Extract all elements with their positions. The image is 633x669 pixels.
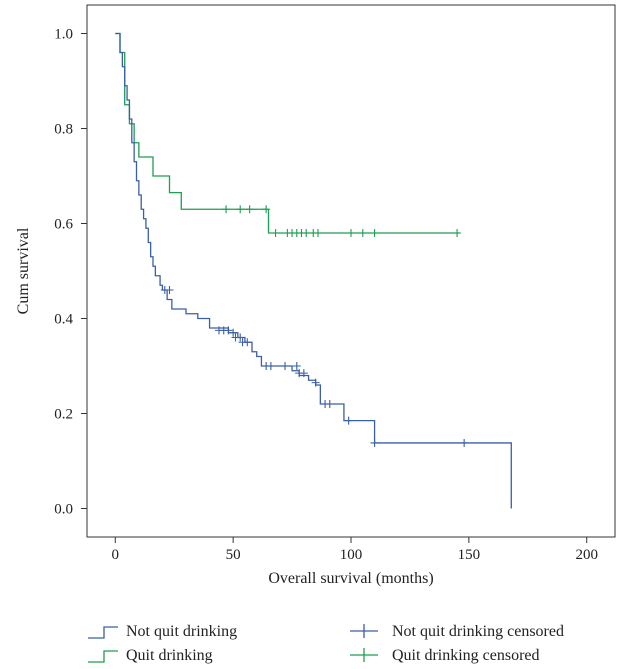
legend: Not quit drinking Not quit drinking cens… xyxy=(88,623,564,664)
survival-step-line-quit-drinking xyxy=(115,32,460,234)
legend-label-quit: Quit drinking xyxy=(126,647,213,664)
censor-mark xyxy=(292,362,301,370)
censor-mark xyxy=(370,229,379,237)
y-tick-label: 1.0 xyxy=(54,27,73,43)
censor-mark xyxy=(271,229,280,237)
censor-mark xyxy=(222,205,231,214)
censor-mark xyxy=(281,362,289,370)
censor-mark xyxy=(236,333,245,342)
y-tick-label: 0.4 xyxy=(54,312,73,328)
legend-plus-swatch-not-quit xyxy=(350,624,378,638)
censor-mark xyxy=(344,416,353,425)
series-layer xyxy=(115,32,512,509)
censor-mark xyxy=(311,378,320,387)
y-axis-title: Cum survival xyxy=(15,227,32,314)
legend-item-not-quit-censored: Not quit drinking censored xyxy=(350,623,564,640)
x-tick-label: 0 xyxy=(112,547,120,563)
y-tick-label: 0.6 xyxy=(54,217,73,233)
x-tick-label: 100 xyxy=(340,547,363,563)
legend-label-not-quit-censored: Not quit drinking censored xyxy=(392,623,564,640)
y-tick-label: 0.8 xyxy=(54,122,73,138)
censor-mark xyxy=(245,205,254,214)
legend-plus-swatch-quit xyxy=(350,648,378,662)
y-tick-label: 0.2 xyxy=(54,407,73,423)
censor-mark xyxy=(266,362,275,370)
censor-mark xyxy=(370,438,379,447)
y-tick-label: 0.0 xyxy=(54,502,73,518)
censor-mark xyxy=(325,400,334,408)
x-axis: 0 50 100 150 200 xyxy=(112,537,598,563)
censor-mark xyxy=(262,205,271,214)
legend-item-quit: Quit drinking xyxy=(88,647,213,664)
plot-frame xyxy=(86,4,616,538)
censor-mark xyxy=(302,229,311,237)
censor-mark xyxy=(236,205,245,214)
x-tick-label: 150 xyxy=(458,547,481,563)
censor-mark xyxy=(229,328,238,337)
x-tick-label: 50 xyxy=(226,547,241,563)
censor-mark xyxy=(165,286,174,294)
plot-area xyxy=(86,4,616,538)
censor-mark xyxy=(243,338,252,347)
censor-mark xyxy=(453,229,462,237)
censor-mark xyxy=(224,326,233,335)
legend-step-swatch-not-quit xyxy=(88,626,118,639)
censor-mark xyxy=(314,229,322,237)
censor-mark xyxy=(460,438,469,447)
x-axis-title: Overall survival (months) xyxy=(268,570,433,587)
legend-label-not-quit: Not quit drinking xyxy=(126,623,237,640)
censor-layer xyxy=(160,205,469,447)
y-axis: 0.0 0.2 0.4 0.6 0.8 1.0 xyxy=(54,27,87,518)
survival-step-line-not-quit-drinking xyxy=(115,32,512,509)
censor-mark xyxy=(347,229,355,237)
legend-item-quit-censored: Quit drinking censored xyxy=(350,647,540,664)
legend-step-swatch-quit xyxy=(88,650,118,663)
legend-item-not-quit: Not quit drinking xyxy=(88,623,237,640)
legend-label-quit-censored: Quit drinking censored xyxy=(392,647,540,664)
x-tick-label: 200 xyxy=(575,547,598,563)
censor-mark xyxy=(299,369,308,378)
censor-mark xyxy=(358,229,367,237)
